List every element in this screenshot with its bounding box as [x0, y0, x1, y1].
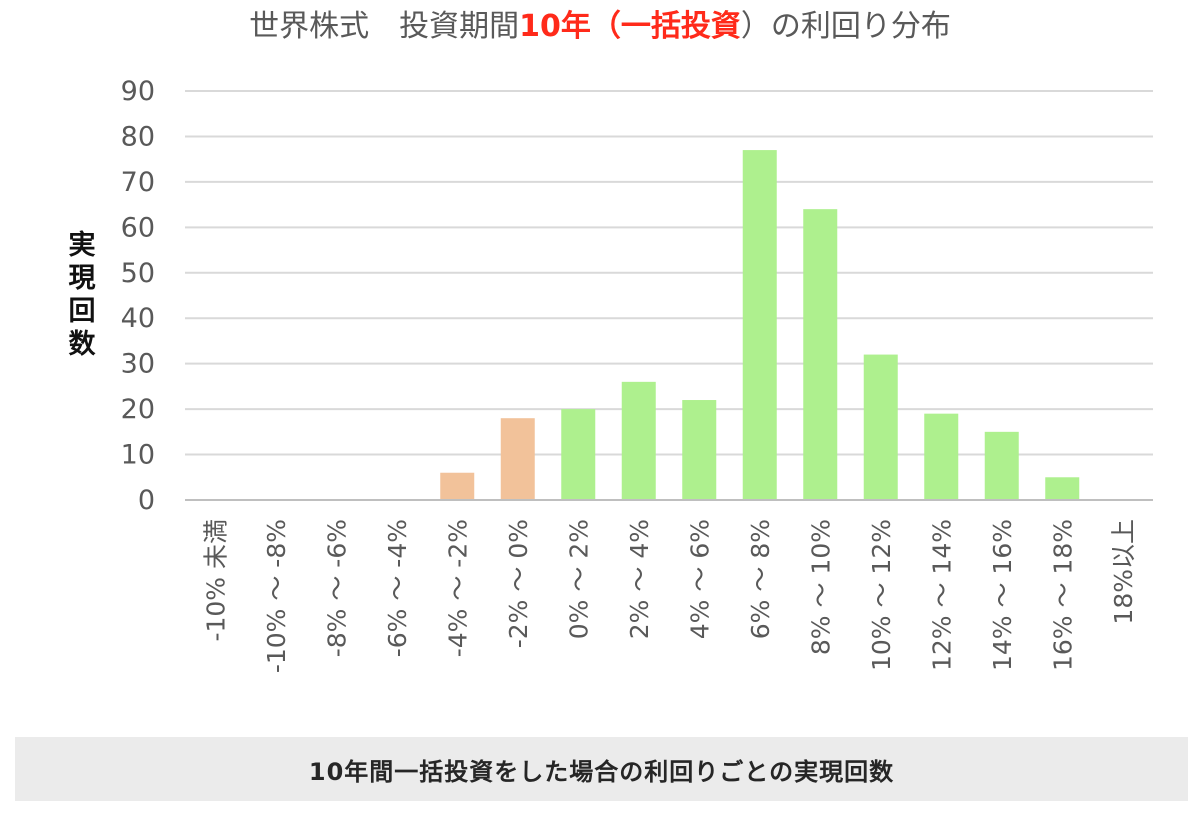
y-tick-label: 30 [121, 349, 155, 380]
bar [984, 431, 1019, 500]
y-axis-label-char: 回 [69, 296, 96, 327]
chart-title-part: 世界株式 投資期間 [249, 9, 519, 44]
x-tick-label: 18%以上 [1109, 519, 1138, 625]
bar [682, 400, 717, 500]
chart-title-part: 10年（一括投資 [519, 9, 741, 44]
y-tick-label: 50 [121, 258, 155, 289]
bars [440, 150, 1080, 501]
y-tick-label: 70 [121, 167, 155, 198]
bar [803, 209, 838, 500]
y-axis-ticks: 0 10 20 30 40 50 60 70 80 90 [121, 76, 155, 516]
x-tick-label: -8% ～ -6% [322, 519, 351, 657]
x-tick-label: 4% ～ 6% [685, 519, 714, 639]
chart-title-part: ）の利回り分布 [741, 9, 951, 44]
chart-title: 世界株式 投資期間10年（一括投資）の利回り分布 [249, 9, 951, 44]
caption-bar: 10年間一括投資をした場合の利回りごとの実現回数 [15, 737, 1188, 801]
x-tick-label: 10% ～ 12% [867, 519, 896, 671]
y-axis-label-char: 実 [69, 229, 96, 261]
x-tick-label: -4% ～ -2% [443, 519, 472, 657]
y-axis-label: 実現回数 [69, 229, 97, 360]
x-tick-label: 2% ～ 4% [625, 519, 654, 639]
x-tick-label: -2% ～ 0% [504, 519, 533, 648]
caption-text: 10年間一括投資をした場合の利回りごとの実現回数 [308, 757, 895, 786]
x-tick-label: -6% ～ -4% [383, 519, 412, 657]
y-tick-label: 40 [121, 303, 155, 334]
bar [500, 418, 535, 500]
x-tick-label: 14% ～ 16% [988, 519, 1017, 671]
x-axis-ticks: -10% 未満 -10% ～ -8% -8% ～ -6% -6% ～ -4% -4% ～… [201, 519, 1138, 673]
x-tick-label: 0% ～ 2% [564, 519, 593, 639]
grid-lines [185, 90, 1153, 456]
y-tick-label: 10 [121, 440, 155, 471]
y-tick-label: 80 [121, 121, 155, 152]
bar [621, 381, 656, 500]
x-tick-label: 12% ～ 14% [927, 519, 956, 671]
bar [742, 150, 777, 501]
y-axis-label-char: 現 [69, 263, 96, 294]
x-tick-label: -10% ～ -8% [262, 519, 291, 673]
y-axis-label-char: 数 [69, 329, 97, 360]
bar [863, 354, 898, 500]
bar [440, 472, 475, 500]
bar [1045, 477, 1080, 500]
x-tick-label: 8% ～ 10% [806, 519, 835, 655]
x-tick-label: 6% ～ 8% [746, 519, 775, 639]
y-tick-label: 60 [121, 212, 155, 243]
y-tick-label: 20 [121, 394, 155, 425]
x-tick-label: -10% 未満 [201, 519, 230, 642]
bar [561, 409, 596, 500]
y-tick-label: 90 [121, 76, 155, 107]
x-tick-label: 16% ～ 18% [1048, 519, 1077, 671]
y-tick-label: 0 [138, 485, 155, 516]
chart: 世界株式 投資期間10年（一括投資）の利回り分布 0 10 20 30 40 50 60 70… [69, 9, 1153, 673]
bar [924, 413, 959, 500]
